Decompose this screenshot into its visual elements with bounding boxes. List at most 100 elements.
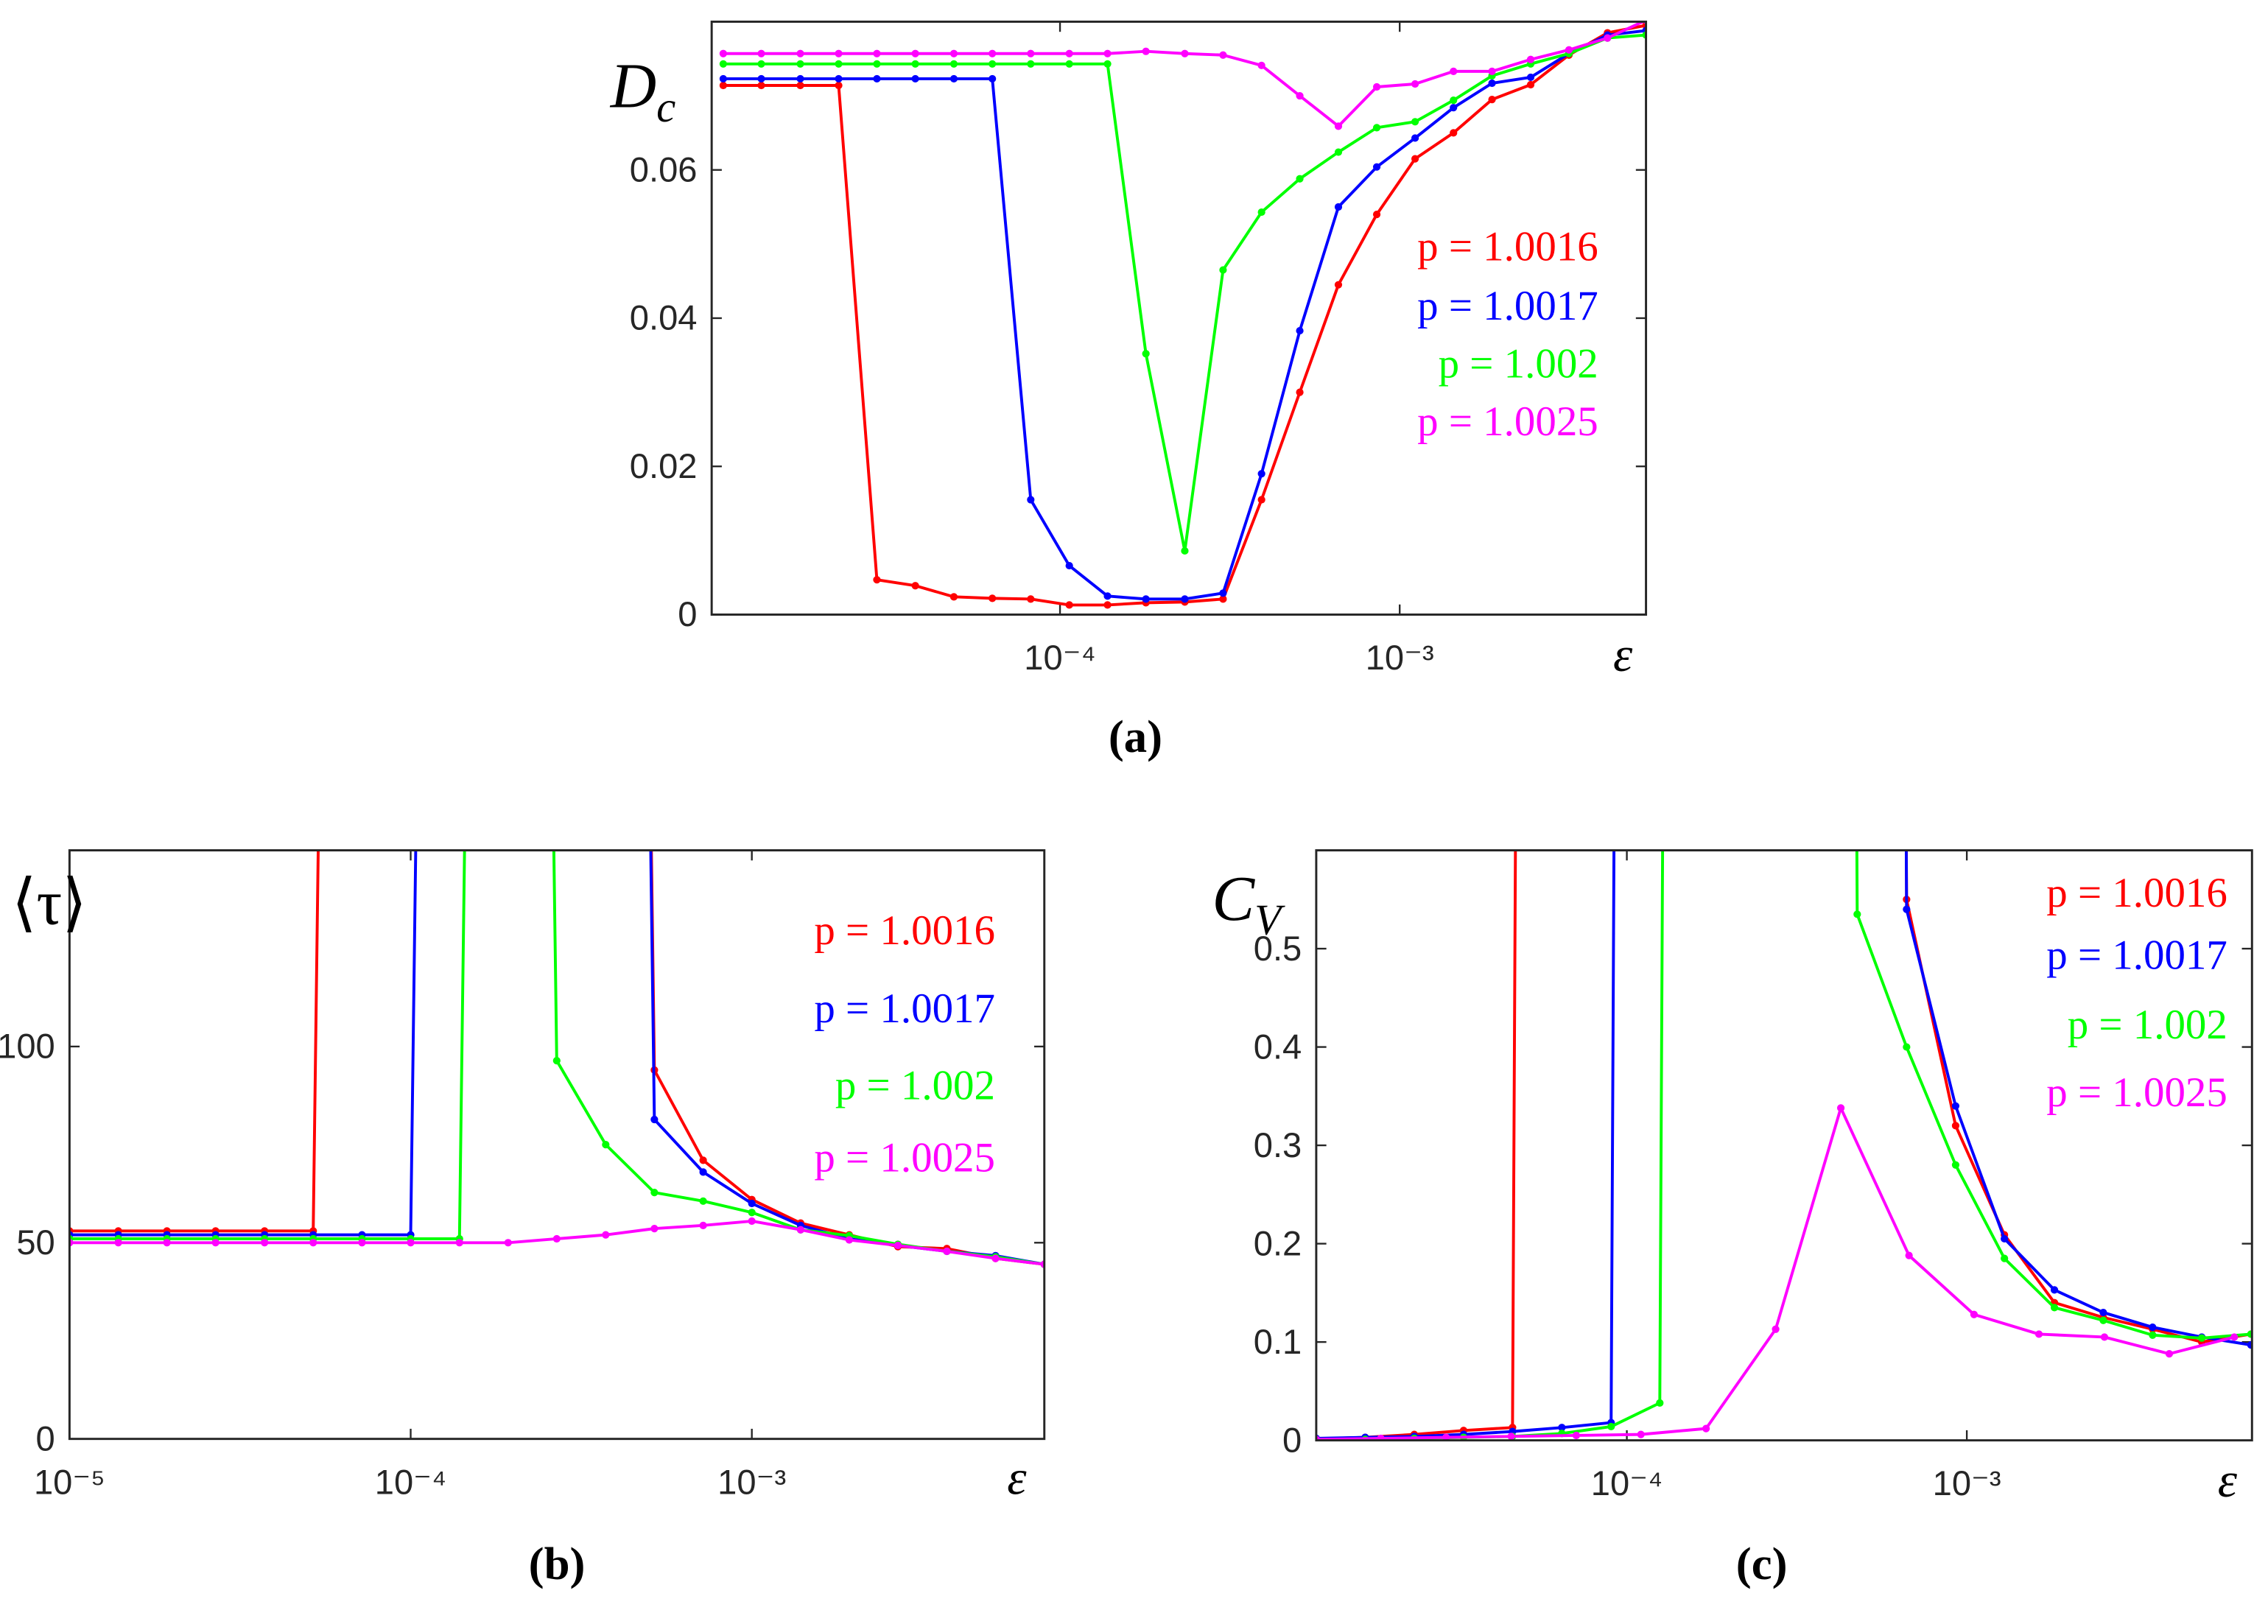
series-line bbox=[1316, 850, 2252, 1441]
data-point bbox=[1372, 124, 1381, 132]
data-point bbox=[114, 1239, 122, 1247]
data-point bbox=[1411, 134, 1419, 142]
data-point bbox=[650, 1225, 659, 1233]
data-point bbox=[1411, 155, 1419, 163]
data-point bbox=[163, 1239, 171, 1247]
x-tick-label: 10⁻³ bbox=[717, 1462, 786, 1501]
data-point bbox=[1219, 589, 1227, 597]
data-point bbox=[1951, 1122, 1960, 1130]
data-point bbox=[1027, 49, 1035, 57]
data-point bbox=[2001, 1234, 2009, 1243]
data-point bbox=[949, 60, 958, 68]
y-tick-label: 0.3 bbox=[1254, 1125, 1302, 1164]
data-point bbox=[1526, 55, 1535, 63]
data-point bbox=[1065, 60, 1073, 68]
data-point bbox=[989, 594, 997, 602]
data-point bbox=[989, 49, 997, 57]
data-point bbox=[748, 1209, 756, 1217]
data-point bbox=[911, 74, 919, 83]
data-point bbox=[893, 1241, 902, 1250]
y-axis-label: ⟨τ⟩ bbox=[12, 868, 87, 938]
data-point bbox=[552, 1234, 561, 1243]
data-point bbox=[504, 1239, 512, 1247]
data-point bbox=[1488, 67, 1496, 75]
data-point bbox=[650, 1188, 659, 1197]
x-tick-label: 10⁻⁵ bbox=[34, 1462, 105, 1501]
data-point bbox=[911, 582, 919, 590]
data-point bbox=[1970, 1310, 1979, 1318]
data-point bbox=[1604, 34, 1612, 42]
legend-entry: p = 1.0016 bbox=[1417, 223, 1598, 270]
legend-entry: p = 1.002 bbox=[1439, 340, 1598, 387]
data-point bbox=[2149, 1323, 2157, 1332]
data-point bbox=[1951, 1161, 1960, 1169]
data-point bbox=[1257, 61, 1265, 69]
data-point bbox=[358, 1239, 366, 1247]
data-point bbox=[719, 60, 727, 68]
data-point bbox=[1558, 1424, 1566, 1432]
data-point bbox=[757, 49, 765, 57]
data-point bbox=[2050, 1304, 2059, 1312]
data-point bbox=[1372, 163, 1381, 171]
y-axis-label: Dc bbox=[610, 50, 676, 131]
data-point bbox=[1334, 122, 1343, 130]
data-point bbox=[2197, 1334, 2206, 1342]
data-point bbox=[2100, 1333, 2109, 1341]
data-point bbox=[796, 1226, 805, 1234]
series-line bbox=[1316, 850, 2252, 1440]
data-point bbox=[757, 81, 765, 90]
data-point bbox=[1565, 46, 1573, 54]
legend-entry: p = 1.002 bbox=[2068, 1002, 2227, 1048]
x-axis-label: ε bbox=[2218, 1454, 2238, 1508]
data-point bbox=[1488, 96, 1496, 104]
y-tick-label: 100 bbox=[0, 1027, 55, 1066]
data-point bbox=[1450, 67, 1458, 75]
data-point bbox=[1853, 910, 1861, 918]
data-point bbox=[1450, 104, 1458, 112]
data-point bbox=[1219, 595, 1227, 603]
data-point bbox=[1296, 91, 1304, 100]
data-point bbox=[949, 593, 958, 601]
data-point bbox=[1027, 60, 1035, 68]
data-point bbox=[1488, 79, 1496, 88]
y-tick-label: 50 bbox=[16, 1223, 55, 1262]
data-point bbox=[1257, 208, 1265, 217]
data-point bbox=[699, 1156, 707, 1164]
data-point bbox=[873, 49, 881, 57]
data-point bbox=[1065, 49, 1073, 57]
data-point bbox=[719, 81, 727, 90]
data-point bbox=[2247, 1330, 2253, 1338]
data-point bbox=[1142, 350, 1150, 358]
data-point bbox=[699, 1197, 707, 1205]
plot-area bbox=[69, 850, 1045, 1439]
legend-entry: p = 1.0016 bbox=[814, 907, 995, 954]
data-point bbox=[602, 1140, 610, 1149]
caption: (c) bbox=[1736, 1538, 1788, 1589]
data-point bbox=[2050, 1286, 2059, 1294]
data-point bbox=[1526, 73, 1535, 82]
data-point bbox=[1607, 1422, 1615, 1431]
data-point bbox=[602, 1231, 610, 1239]
data-point bbox=[699, 1221, 707, 1229]
y-tick-label: 0 bbox=[678, 594, 697, 633]
data-point bbox=[991, 1254, 1000, 1262]
caption: (b) bbox=[529, 1538, 586, 1589]
data-point bbox=[1181, 49, 1189, 57]
y-axis-label-base: D bbox=[610, 50, 656, 121]
data-point bbox=[2099, 1308, 2107, 1317]
data-point bbox=[1296, 175, 1304, 183]
data-point bbox=[835, 49, 843, 57]
data-point bbox=[2001, 1254, 2009, 1262]
x-axis-label: ε bbox=[1613, 628, 1633, 682]
data-point bbox=[309, 1239, 317, 1247]
legend-entry: p = 1.0016 bbox=[2046, 870, 2227, 916]
data-point bbox=[1296, 326, 1304, 335]
data-point bbox=[1372, 82, 1381, 91]
data-point bbox=[1103, 60, 1112, 68]
plot-area bbox=[1316, 850, 2253, 1441]
y-tick-label: 0 bbox=[1282, 1420, 1302, 1459]
data-point bbox=[835, 81, 843, 90]
data-point bbox=[1903, 905, 1911, 913]
